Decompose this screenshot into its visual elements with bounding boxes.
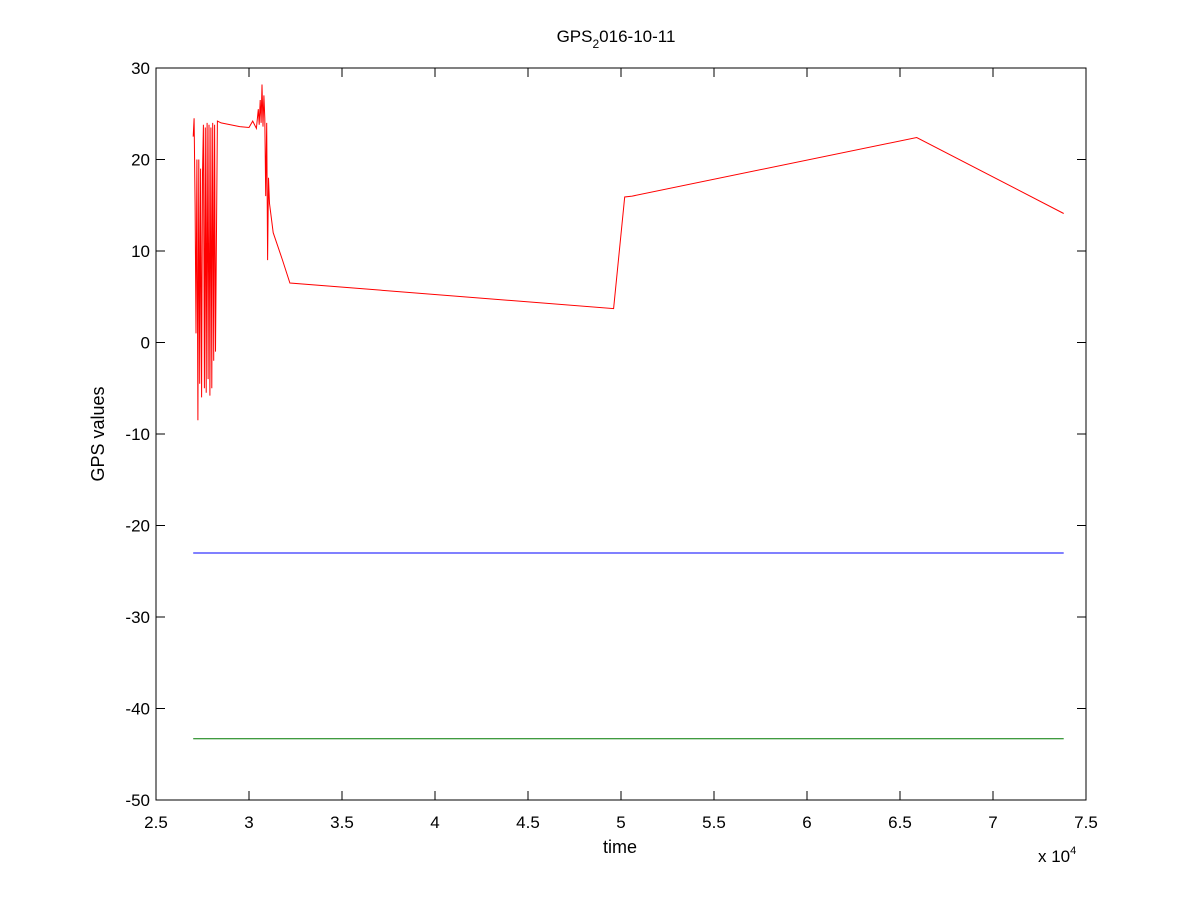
x-tick-label: 7 [988, 813, 997, 832]
x-tick-label: 3 [244, 813, 253, 832]
x-tick-label: 6 [802, 813, 811, 832]
y-tick-label: -30 [125, 608, 150, 627]
y-tick-label: -10 [125, 425, 150, 444]
series-line-0 [192, 84, 1064, 421]
x-axis-label: time [603, 837, 637, 857]
x-multiplier-exponent: 4 [1070, 845, 1076, 857]
x-axis-multiplier: x 104 [1038, 845, 1076, 866]
title-main: GPS [557, 27, 593, 46]
chart-title: GPS2016-10-11 [557, 27, 676, 51]
y-tick-label: 0 [141, 334, 150, 353]
plot-frame [155, 67, 1087, 801]
y-tick-label: 10 [131, 242, 150, 261]
y-tick-label: 30 [131, 59, 150, 78]
title-subscript: 2 [592, 37, 599, 51]
x-tick-label: 2.5 [144, 813, 168, 832]
x-multiplier-base: x 10 [1038, 847, 1070, 866]
title-rest: 016-10-11 [599, 27, 675, 46]
x-tick-label: 4.5 [516, 813, 540, 832]
y-tick-label: 20 [131, 151, 150, 170]
y-tick-label: -20 [125, 517, 150, 536]
x-tick-label: 5 [616, 813, 625, 832]
y-tick-label: -50 [125, 791, 150, 810]
ticks-layer: 2.5 3 3.5 4 4.5 5 5.5 6 6.5 7 7.5 30 20 10 0 -10 -20 -30 -… [125, 59, 1097, 832]
x-tick-label: 6.5 [888, 813, 912, 832]
series-layer [192, 84, 1064, 740]
y-tick-label: -40 [125, 700, 150, 719]
x-tick-label: 3.5 [330, 813, 354, 832]
y-axis-label: GPS values [88, 386, 108, 481]
x-tick-label: 5.5 [702, 813, 726, 832]
x-tick-label: 7.5 [1074, 813, 1098, 832]
x-tick-label: 4 [430, 813, 439, 832]
